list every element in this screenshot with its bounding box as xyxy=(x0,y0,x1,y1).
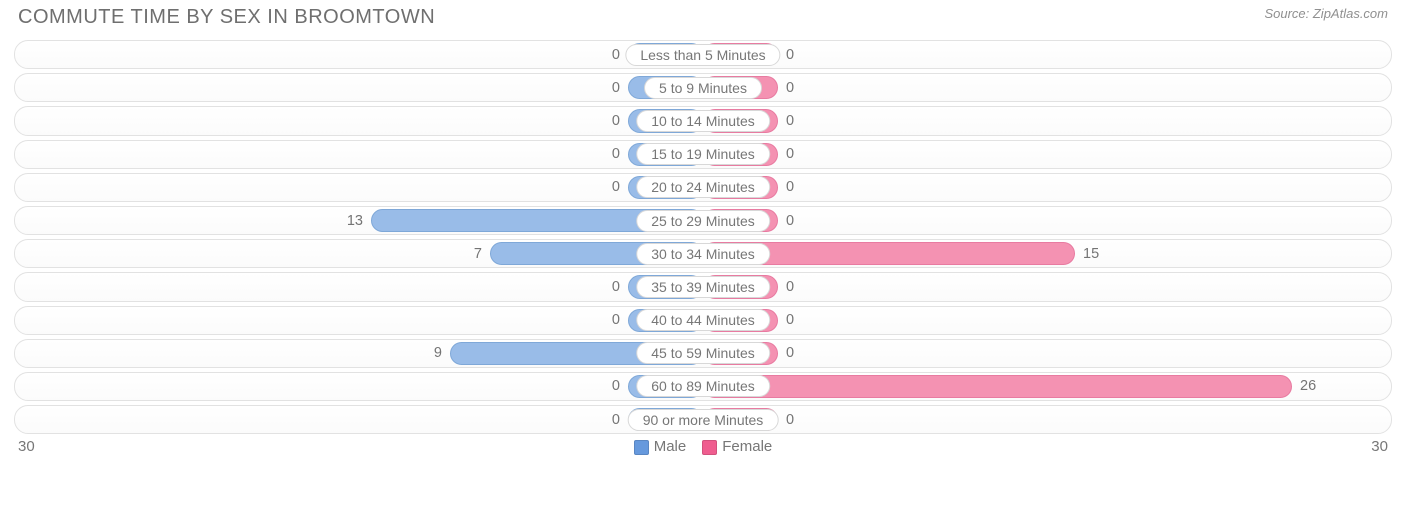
category-label-pill: 5 to 9 Minutes xyxy=(644,77,762,99)
male-value: 0 xyxy=(604,412,628,428)
female-value: 0 xyxy=(778,146,802,162)
legend-item-male: Male xyxy=(634,438,687,455)
female-value: 0 xyxy=(778,279,802,295)
chart-source: Source: ZipAtlas.com xyxy=(1264,6,1388,21)
row-track: 0 0 20 to 24 Minutes xyxy=(14,173,1392,202)
row-track: 0 0 5 to 9 Minutes xyxy=(14,73,1392,102)
female-bar xyxy=(703,375,1292,398)
row-track: 0 26 60 to 89 Minutes xyxy=(14,372,1392,401)
axis-max-left: 30 xyxy=(18,438,35,455)
chart-title: Commute Time by Sex in Broomtown xyxy=(18,6,435,29)
row-track: 00Less than 5 Minutes xyxy=(14,40,1392,69)
male-value: 0 xyxy=(604,279,628,295)
row-right-half: 26 xyxy=(703,375,1324,398)
row-track: 0 090 or more Minutes xyxy=(14,405,1392,434)
male-value: 0 xyxy=(604,312,628,328)
chart-row: 0 0 20 to 24 Minutes xyxy=(14,171,1392,204)
chart-row: 0 0 35 to 39 Minutes xyxy=(14,270,1392,303)
chart-row: 7 15 30 to 34 Minutes xyxy=(14,237,1392,270)
legend-male-label: Male xyxy=(654,438,687,455)
chart-header: Commute Time by Sex in Broomtown Source:… xyxy=(14,0,1392,36)
female-value: 0 xyxy=(778,179,802,195)
male-value: 0 xyxy=(604,378,628,394)
axis-max-right: 30 xyxy=(1371,438,1388,455)
source-link[interactable]: ZipAtlas.com xyxy=(1313,6,1388,21)
category-label-pill: 35 to 39 Minutes xyxy=(636,276,770,298)
female-swatch-icon xyxy=(702,440,717,455)
male-value: 0 xyxy=(604,80,628,96)
male-value: 0 xyxy=(604,113,628,129)
female-value: 0 xyxy=(778,312,802,328)
row-track: 0 0 15 to 19 Minutes xyxy=(14,140,1392,169)
row-track: 0 0 10 to 14 Minutes xyxy=(14,106,1392,135)
chart-row: 0 090 or more Minutes xyxy=(14,403,1392,436)
male-value: 7 xyxy=(466,246,490,262)
chart-legend: Male Female xyxy=(634,438,773,455)
chart-rows: 00Less than 5 Minutes005 to 9 Minutes001… xyxy=(14,36,1392,436)
female-value: 0 xyxy=(778,47,802,63)
female-value: 0 xyxy=(778,113,802,129)
male-value: 0 xyxy=(604,179,628,195)
female-value: 15 xyxy=(1075,246,1107,262)
legend-item-female: Female xyxy=(702,438,772,455)
chart-footer: 30 Male Female 30 xyxy=(14,436,1392,455)
row-track: 0 0 40 to 44 Minutes xyxy=(14,306,1392,335)
category-label-pill: 10 to 14 Minutes xyxy=(636,110,770,132)
row-track: 13 0 25 to 29 Minutes xyxy=(14,206,1392,235)
commute-chart: Commute Time by Sex in Broomtown Source:… xyxy=(0,0,1406,523)
source-prefix: Source: xyxy=(1264,6,1312,21)
legend-female-label: Female xyxy=(722,438,772,455)
female-value: 0 xyxy=(778,345,802,361)
category-label-pill: 30 to 34 Minutes xyxy=(636,243,770,265)
male-value: 0 xyxy=(604,146,628,162)
female-value: 0 xyxy=(778,80,802,96)
male-swatch-icon xyxy=(634,440,649,455)
female-value: 26 xyxy=(1292,378,1324,394)
female-value: 0 xyxy=(778,412,802,428)
chart-row: 0 0 40 to 44 Minutes xyxy=(14,304,1392,337)
chart-row: 00Less than 5 Minutes xyxy=(14,38,1392,71)
female-value: 0 xyxy=(778,213,802,229)
category-label-pill: 60 to 89 Minutes xyxy=(636,375,770,397)
row-track: 0 0 35 to 39 Minutes xyxy=(14,272,1392,301)
male-value: 9 xyxy=(426,345,450,361)
category-label-pill: 20 to 24 Minutes xyxy=(636,176,770,198)
category-label-pill: 25 to 29 Minutes xyxy=(636,210,770,232)
chart-row: 0 0 15 to 19 Minutes xyxy=(14,138,1392,171)
chart-row: 0 0 10 to 14 Minutes xyxy=(14,104,1392,137)
row-track: 7 15 30 to 34 Minutes xyxy=(14,239,1392,268)
male-value: 13 xyxy=(339,213,371,229)
category-label-pill: 90 or more Minutes xyxy=(628,409,779,431)
chart-row: 13 0 25 to 29 Minutes xyxy=(14,204,1392,237)
category-label-pill: 40 to 44 Minutes xyxy=(636,309,770,331)
category-label-pill: 15 to 19 Minutes xyxy=(636,143,770,165)
category-label-pill: Less than 5 Minutes xyxy=(625,44,780,66)
category-label-pill: 45 to 59 Minutes xyxy=(636,342,770,364)
chart-row: 9 0 45 to 59 Minutes xyxy=(14,337,1392,370)
row-track: 9 0 45 to 59 Minutes xyxy=(14,339,1392,368)
chart-row: 0 0 5 to 9 Minutes xyxy=(14,71,1392,104)
chart-row: 0 26 60 to 89 Minutes xyxy=(14,370,1392,403)
